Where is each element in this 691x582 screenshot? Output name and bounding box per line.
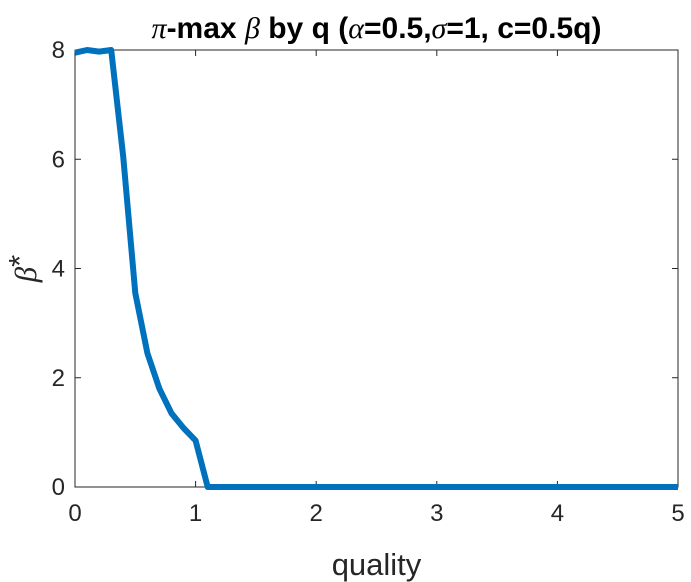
x-ticks: 0 1 2 3 4 5 [68, 50, 685, 527]
title-segment: -max [167, 12, 245, 45]
title-segment: =0.5, [364, 12, 432, 45]
title-segment: by q ( [260, 12, 348, 45]
x-tick-label: 2 [310, 500, 323, 527]
y-tick-label: 8 [52, 37, 65, 64]
y-tick-label: 0 [52, 474, 65, 501]
x-tick-label: 4 [551, 500, 564, 527]
chart-title: π-max β by q (α=0.5,σ=1, c=0.5q) [152, 12, 602, 45]
title-symbol: β [244, 12, 260, 45]
x-tick-label: 5 [671, 500, 684, 527]
axes-box [74, 49, 679, 488]
x-axis-label: quality [332, 547, 422, 582]
y-tick-label: 6 [52, 146, 65, 173]
title-segment: =1, c=0.5q) [446, 12, 601, 45]
plot-area: 0 1 2 3 4 5 0 2 4 6 8 [52, 37, 685, 527]
series-line [74, 47, 678, 490]
y-axis-label: β* [2, 255, 43, 284]
y-ticks: 0 2 4 6 8 [52, 37, 678, 501]
title-symbol: α [348, 12, 365, 45]
title-symbol: σ [432, 12, 448, 45]
y-tick-label: 2 [52, 365, 65, 392]
x-tick-label: 3 [430, 500, 443, 527]
y-axis-label-symbol: β [8, 266, 43, 283]
x-tick-label: 1 [189, 500, 202, 527]
title-symbol: π [152, 12, 168, 45]
y-axis-label-suffix: * [2, 255, 37, 267]
y-tick-label: 4 [52, 256, 65, 283]
x-tick-label: 0 [68, 500, 81, 527]
title: π-max β by q (α=0.5,σ=1, c=0.5q) [152, 12, 602, 45]
